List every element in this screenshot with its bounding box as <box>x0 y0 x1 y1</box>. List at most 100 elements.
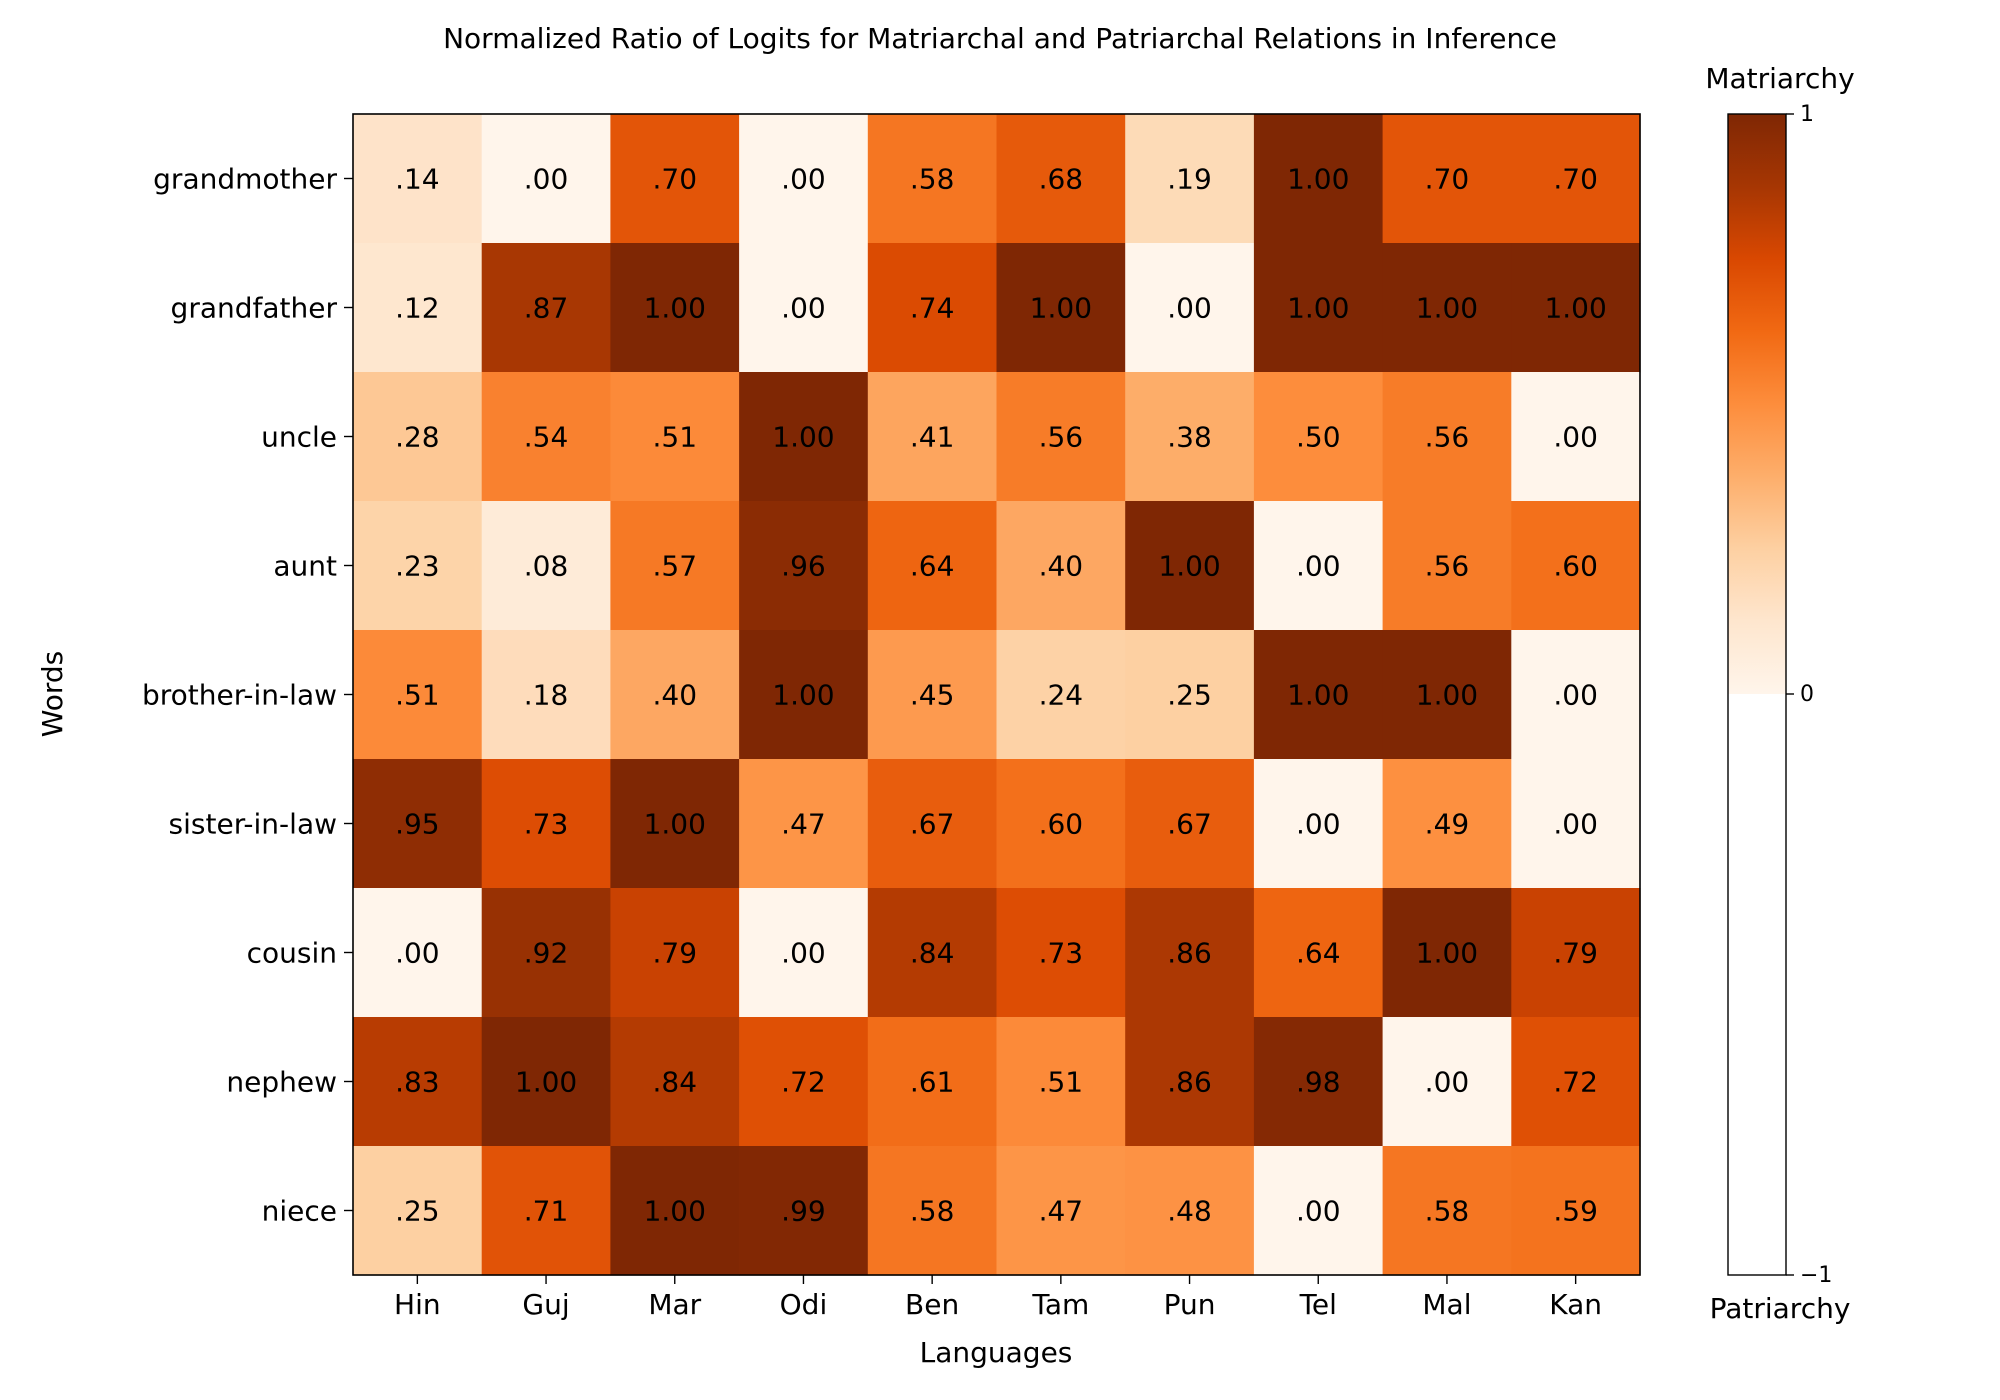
cell-value-label: .67 <box>910 808 955 841</box>
cell-value-label: .47 <box>781 808 826 841</box>
cell-value-label: .38 <box>1167 421 1212 454</box>
heatmap-cell <box>481 501 611 631</box>
heatmap-cell <box>1125 501 1255 631</box>
cell-value-label: .28 <box>395 421 440 454</box>
y-axis-label: Words <box>36 651 69 738</box>
y-tick-label: brother-in-law <box>142 679 337 712</box>
heatmap-cell <box>1382 888 1512 1018</box>
heatmap-cell <box>1253 888 1384 1018</box>
heatmap-cell <box>481 630 611 760</box>
cell-value-label: .50 <box>1296 421 1341 454</box>
heatmap-cell <box>481 372 611 502</box>
heatmap-cell <box>610 759 740 889</box>
heatmap-cell <box>481 114 611 244</box>
heatmap-cell <box>996 759 1126 889</box>
heatmap-cell <box>353 243 483 373</box>
cell-value-label: 1.00 <box>644 808 706 841</box>
cell-value-label: 1.00 <box>772 421 834 454</box>
cell-value-label: .64 <box>910 550 955 583</box>
heatmap-cell <box>739 630 869 760</box>
heatmap-cell <box>1253 1017 1384 1147</box>
cell-value-label: .64 <box>1296 937 1341 970</box>
heatmap-cell <box>481 243 611 373</box>
cell-value-label: .79 <box>652 937 697 970</box>
heatmap-cell <box>353 888 483 1018</box>
heatmap-cell <box>1253 372 1384 502</box>
heatmap-cell <box>739 501 869 631</box>
colorbar-top-label: Matriarchy <box>1705 62 1854 95</box>
colorbar-lower-half <box>1728 694 1786 1275</box>
x-tick-label: Guj <box>522 1288 569 1321</box>
heatmap-cell <box>353 1146 483 1276</box>
heatmap-cell <box>867 243 998 373</box>
cell-value-label: .00 <box>1553 421 1598 454</box>
cell-value-label: .49 <box>1425 808 1470 841</box>
heatmap-cell <box>1125 759 1255 889</box>
cell-value-label: 1.00 <box>1416 292 1478 325</box>
cell-value-label: .18 <box>524 679 569 712</box>
colorbar-tick-label-bottom: −1 <box>1800 1263 1832 1288</box>
chart-title: Normalized Ratio of Logits for Matriarch… <box>443 22 1557 55</box>
y-tick-label: grandmother <box>153 163 337 196</box>
heatmap-cell <box>739 114 869 244</box>
y-tick-label: uncle <box>261 421 337 454</box>
cell-value-label: 1.00 <box>644 292 706 325</box>
cell-value-label: 1.00 <box>1158 550 1220 583</box>
cell-value-label: .70 <box>1425 163 1470 196</box>
x-tick-label: Ben <box>905 1288 959 1321</box>
cell-value-label: .60 <box>1039 808 1084 841</box>
cell-value-label: .54 <box>524 421 569 454</box>
cell-value-label: .08 <box>524 550 569 583</box>
heatmap-cell <box>481 1146 611 1276</box>
heatmap-cell <box>1511 243 1641 373</box>
heatmap-cell <box>867 630 998 760</box>
heatmap-cell <box>1382 501 1512 631</box>
y-tick-label: nephew <box>226 1066 337 1099</box>
cell-value-label: .00 <box>1425 1066 1470 1099</box>
heatmap-cell <box>739 1017 869 1147</box>
cell-value-label: .83 <box>395 1066 440 1099</box>
heatmap-cell <box>1125 888 1255 1018</box>
heatmap-cell <box>996 372 1126 502</box>
heatmap-cell <box>610 501 740 631</box>
cell-value-label: .70 <box>652 163 697 196</box>
cell-value-label: .00 <box>1296 1195 1341 1228</box>
y-axis: grandmother grandfather uncle aunt brother-i… <box>142 163 353 1228</box>
cell-value-label: .45 <box>910 679 955 712</box>
cell-value-label: .00 <box>524 163 569 196</box>
cell-value-label: .59 <box>1553 1195 1598 1228</box>
colorbar-tick-label-top: 1 <box>1800 102 1814 127</box>
cell-value-label: .98 <box>1296 1066 1341 1099</box>
heatmap-cell <box>610 372 740 502</box>
x-tick-label: Mal <box>1422 1288 1471 1321</box>
heatmap-cell <box>481 888 611 1018</box>
heatmap-cell <box>1125 1146 1255 1276</box>
cell-value-label: .56 <box>1425 550 1470 583</box>
heatmap-cell <box>1253 1146 1384 1276</box>
heatmap-cell <box>739 243 869 373</box>
heatmap-cell <box>1125 1017 1255 1147</box>
heatmap-cell <box>739 372 869 502</box>
cell-value-label: .56 <box>1039 421 1084 454</box>
cell-value-label: .60 <box>1553 550 1598 583</box>
colorbar-bottom-label: Patriarchy <box>1710 1292 1851 1325</box>
cell-value-label: .86 <box>1167 1066 1212 1099</box>
cell-value-label: .58 <box>910 1195 955 1228</box>
cell-value-label: .00 <box>1167 292 1212 325</box>
cell-value-label: .86 <box>1167 937 1212 970</box>
heatmap-cell-labels: .14 .00 .70 .00 .58 .68 .19 1.00 .70 .70 .12 .87 1.0… <box>395 163 1607 1228</box>
heatmap-cell <box>739 759 869 889</box>
cell-value-label: .24 <box>1039 679 1084 712</box>
heatmap-cell <box>610 243 740 373</box>
cell-value-label: .47 <box>1039 1195 1084 1228</box>
x-tick-label: Mar <box>648 1288 701 1321</box>
heatmap-cell <box>996 888 1126 1018</box>
heatmap-cell <box>1253 630 1384 760</box>
heatmap-cell <box>353 114 483 244</box>
heatmap-cell <box>1511 1146 1641 1276</box>
cell-value-label: .00 <box>1296 550 1341 583</box>
cell-value-label: .25 <box>1167 679 1212 712</box>
cell-value-label: .25 <box>395 1195 440 1228</box>
cell-value-label: .19 <box>1167 163 1212 196</box>
